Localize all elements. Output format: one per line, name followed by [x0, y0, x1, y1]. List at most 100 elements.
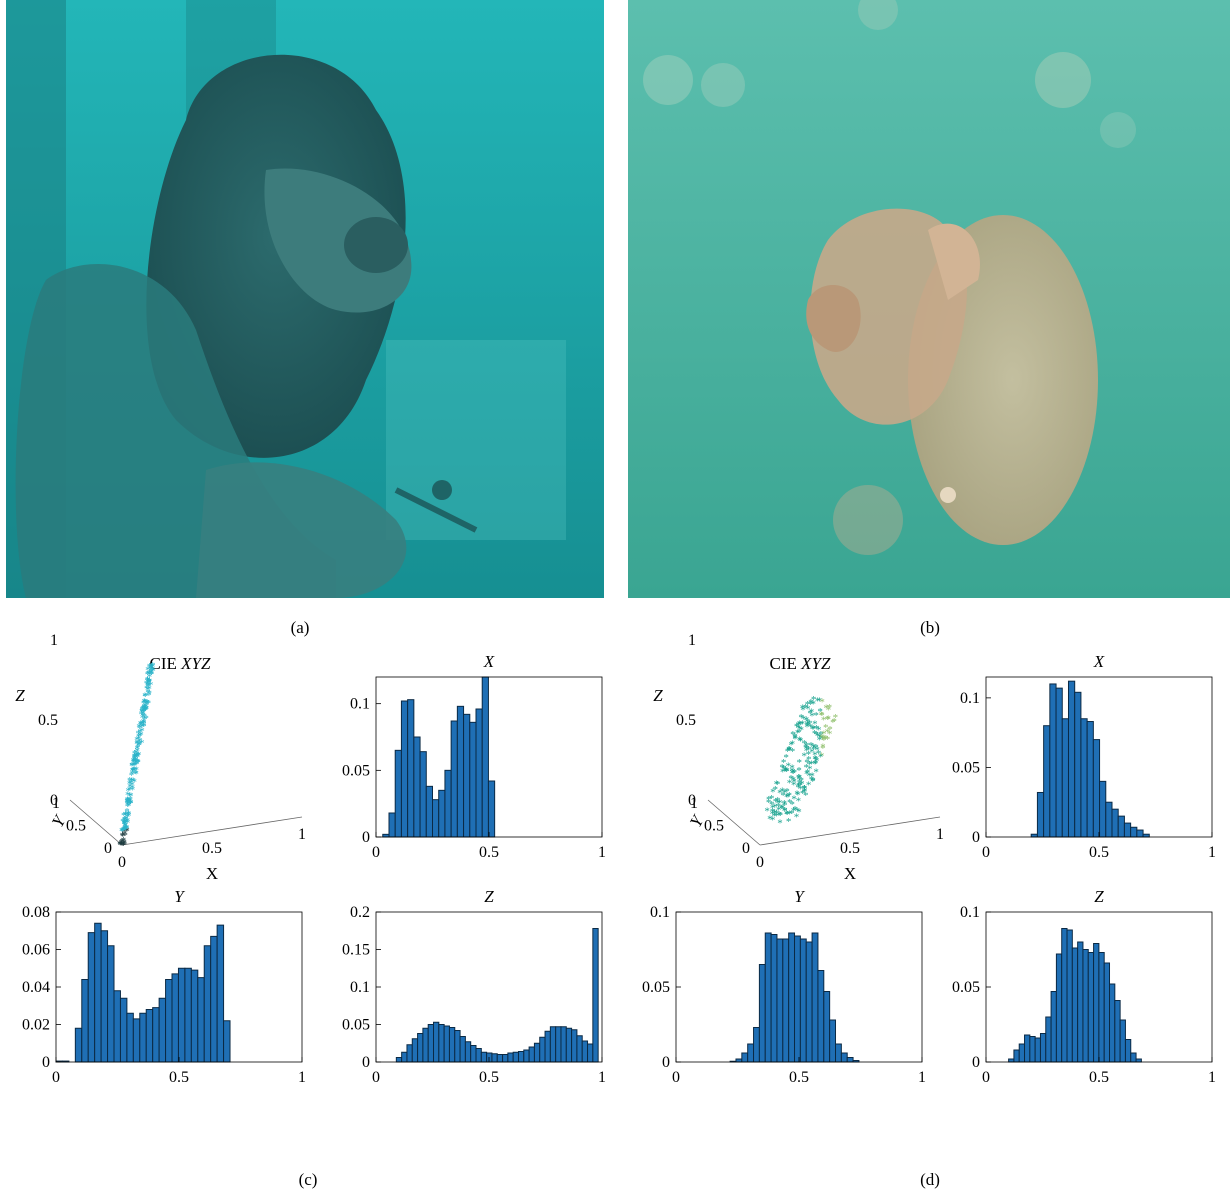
scatter-point: * — [130, 765, 136, 777]
histogram-bar — [400, 700, 409, 838]
scatter-point: * — [782, 805, 788, 817]
scatter-point: * — [127, 781, 133, 793]
scatter-point: * — [802, 783, 808, 795]
scatter-point: * — [137, 731, 143, 743]
scatter-point: * — [126, 799, 132, 811]
histogram-svg: Y 0 0.02 0.04 0.06 0.08 0 0.5 1 — [22, 887, 306, 1086]
z-axis-label: Z — [15, 686, 25, 705]
histogram-bar — [523, 1049, 530, 1063]
scatter-point: * — [819, 710, 825, 722]
histogram-bar — [119, 997, 128, 1063]
histogram-bar — [480, 1051, 488, 1063]
histogram-bar — [1077, 941, 1084, 1063]
scatter-point: * — [787, 797, 793, 809]
x-tick-label: 0 — [372, 1069, 380, 1086]
y-axis-line — [707, 799, 761, 846]
scatter-point: * — [822, 733, 828, 745]
scatter-point: * — [787, 777, 793, 789]
histogram-bar — [171, 973, 179, 1063]
scatter-point: * — [127, 775, 133, 787]
histogram-bar — [395, 1057, 403, 1063]
scatter-point: * — [130, 782, 136, 794]
histogram-bar — [840, 1052, 848, 1063]
scatter-point: * — [792, 733, 798, 745]
x-tick-label: 1 — [598, 844, 606, 861]
scatter-point: * — [121, 835, 127, 847]
histogram-bar — [788, 932, 796, 1063]
scatter-point: * — [127, 779, 133, 791]
y-tick-label: 0 — [362, 829, 370, 846]
chart-d-y-histogram: Y 0 0.05 0.1 0 0.5 1 — [620, 880, 940, 1110]
scatter-point: * — [124, 797, 130, 809]
histogram-bar — [1039, 1033, 1047, 1063]
scatter-point: * — [140, 710, 146, 722]
panel-label-c: (c) — [298, 1170, 318, 1189]
scatter-point: * — [129, 770, 135, 782]
scatter-point: * — [146, 677, 152, 689]
x-tick-label: 1 — [1208, 844, 1216, 861]
scatter-point: * — [804, 722, 810, 734]
x-tick-label: 0 — [52, 1069, 60, 1086]
scatter-point: * — [140, 703, 146, 715]
scatter-point: * — [120, 830, 126, 842]
scatter-point: * — [792, 731, 798, 743]
scatter-point: * — [811, 694, 817, 706]
scatter-point: * — [788, 773, 794, 785]
scatter-point: * — [827, 702, 833, 714]
scatter-point: * — [792, 767, 798, 779]
histogram-bar — [388, 812, 396, 838]
histogram-bar — [496, 1054, 504, 1063]
x-axis-line — [121, 816, 303, 846]
scatter-point: * — [120, 826, 126, 838]
scatter-point: * — [140, 709, 146, 721]
scatter-point: * — [132, 748, 138, 760]
scatter-point: * — [803, 702, 809, 714]
scatter-point: * — [770, 787, 776, 799]
scatter-point: * — [125, 815, 131, 827]
scatter-point: * — [128, 790, 134, 802]
scatter-point: * — [134, 751, 140, 763]
scatter-point: * — [826, 704, 832, 716]
scatter-point: * — [794, 721, 800, 733]
scatter-point: * — [803, 790, 809, 802]
scatter-point: * — [774, 778, 780, 790]
scatter-point: * — [125, 799, 131, 811]
scatter-point: * — [150, 660, 156, 672]
scatter-point: * — [141, 718, 147, 730]
scatter-point: * — [145, 681, 151, 693]
scatter-point: * — [145, 697, 151, 709]
scatter-point: * — [147, 671, 153, 683]
scatter-point: * — [820, 743, 826, 755]
histogram-bar — [502, 1054, 509, 1063]
scatter-point: * — [764, 805, 770, 817]
scatter-point: * — [148, 663, 154, 675]
histogram-bar — [419, 751, 427, 838]
histogram-bar — [512, 1051, 519, 1063]
scatter-point: * — [146, 677, 152, 689]
scatter-point: * — [123, 814, 129, 826]
histogram-bar — [463, 713, 471, 838]
histogram-bar — [533, 1042, 541, 1063]
scatter-point: * — [133, 750, 139, 762]
scatter-point: * — [141, 696, 147, 708]
scatter-point: * — [122, 814, 128, 826]
scatter-point: * — [137, 723, 143, 735]
scatter-point: * — [795, 790, 801, 802]
scatter-point: * — [770, 803, 776, 815]
scatter-point: * — [800, 702, 806, 714]
scatter-point: * — [772, 801, 778, 813]
histogram-bar — [1117, 815, 1125, 838]
scatter-point: * — [122, 818, 128, 830]
scatter-point: * — [132, 754, 138, 766]
histogram-bar — [417, 1033, 424, 1063]
scatter-point: * — [810, 776, 816, 788]
histogram-bar — [433, 1021, 440, 1063]
scatter-point: * — [122, 816, 128, 828]
scatter-point: * — [797, 718, 803, 730]
histogram-bar — [459, 1036, 466, 1063]
histogram-bar — [443, 1025, 450, 1063]
scatter-point: * — [130, 766, 136, 778]
scatter-point: * — [142, 703, 148, 715]
histogram-bar — [487, 780, 496, 838]
scatter-point: * — [135, 750, 141, 762]
